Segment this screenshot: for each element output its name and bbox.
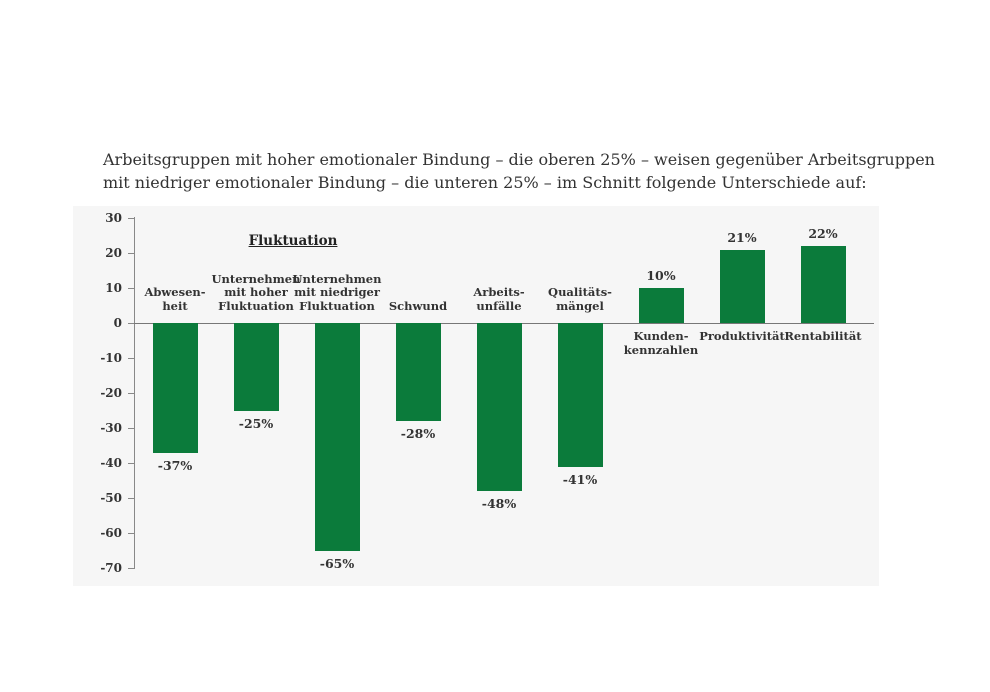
category-label: Rentabilität (784, 329, 862, 343)
data-label: -37% (157, 457, 193, 473)
category-label: Unternehmen mit hoher Fluktuation (211, 271, 301, 313)
y-tick-label: 20 (105, 246, 122, 260)
y-tick-mark (128, 498, 134, 499)
y-tick-mark (128, 463, 134, 464)
data-label: -25% (238, 415, 274, 431)
y-tick-label: -40 (100, 456, 122, 470)
data-label: -28% (400, 426, 436, 441)
category-label: Arbeits- unfälle (473, 285, 525, 313)
y-tick-label: -50 (100, 491, 122, 505)
y-tick-mark (128, 288, 134, 289)
y-tick-label: -20 (100, 386, 122, 400)
y-tick-label: -30 (100, 421, 122, 435)
title-line-2: mit niedriger emotionaler Bindung – die … (103, 173, 867, 192)
category-label: Unternehmen mit niedriger Fluktuation (292, 271, 382, 313)
y-tick-label: 30 (105, 211, 122, 225)
group-label-fluktuation: Fluktuation (248, 233, 338, 249)
category-label: Kunden- kennzahlen (623, 329, 699, 357)
bar (395, 323, 441, 421)
bar (557, 323, 603, 467)
y-tick-label: -10 (100, 351, 122, 365)
chart-title: Arbeitsgruppen mit hoher emotionaler Bin… (103, 148, 963, 194)
bar (719, 249, 765, 323)
category-label: Schwund (388, 298, 448, 313)
bar (800, 246, 846, 323)
y-tick-mark (128, 393, 134, 394)
data-label: 10% (646, 268, 676, 283)
y-tick-mark (128, 218, 134, 219)
data-label: 21% (727, 229, 757, 245)
y-tick-mark (128, 428, 134, 429)
category-label: Produktivität (699, 329, 785, 343)
y-tick-mark (128, 253, 134, 254)
y-tick-mark (128, 533, 134, 534)
y-tick-label: 10 (105, 281, 122, 295)
y-tick-mark (128, 568, 134, 569)
y-tick-label: -70 (100, 561, 122, 575)
category-label: Abwesen- heit (144, 285, 206, 313)
y-tick-mark (128, 358, 134, 359)
bar (152, 323, 198, 453)
data-label: -65% (319, 555, 355, 571)
bar (638, 288, 684, 323)
y-tick-label: -60 (100, 526, 122, 540)
y-tick-label: 0 (113, 316, 122, 330)
y-axis (134, 217, 135, 569)
bar (314, 323, 360, 551)
title-line-1: Arbeitsgruppen mit hoher emotionaler Bin… (103, 150, 935, 169)
bar (476, 323, 522, 491)
data-label: -41% (562, 471, 598, 487)
data-label: -48% (481, 496, 517, 511)
category-label: Qualitäts- mängel (548, 285, 612, 313)
y-tick-mark (128, 323, 134, 324)
data-label: 22% (808, 226, 838, 241)
bar (233, 323, 279, 411)
